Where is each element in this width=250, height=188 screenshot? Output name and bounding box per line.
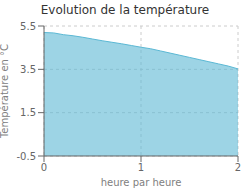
svg-text:1.5: 1.5 xyxy=(20,107,36,118)
svg-text:-0.5: -0.5 xyxy=(16,151,36,162)
svg-text:5.5: 5.5 xyxy=(20,21,36,32)
svg-text:3.5: 3.5 xyxy=(20,64,36,75)
svg-text:0: 0 xyxy=(41,162,47,173)
svg-text:2: 2 xyxy=(235,162,241,173)
svg-text:heure par heure: heure par heure xyxy=(101,177,182,188)
svg-text:Température en °C: Température en °C xyxy=(8,44,10,139)
svg-text:1: 1 xyxy=(138,162,144,173)
html-text:Evolution de la température: Evolution de la température xyxy=(40,3,210,17)
